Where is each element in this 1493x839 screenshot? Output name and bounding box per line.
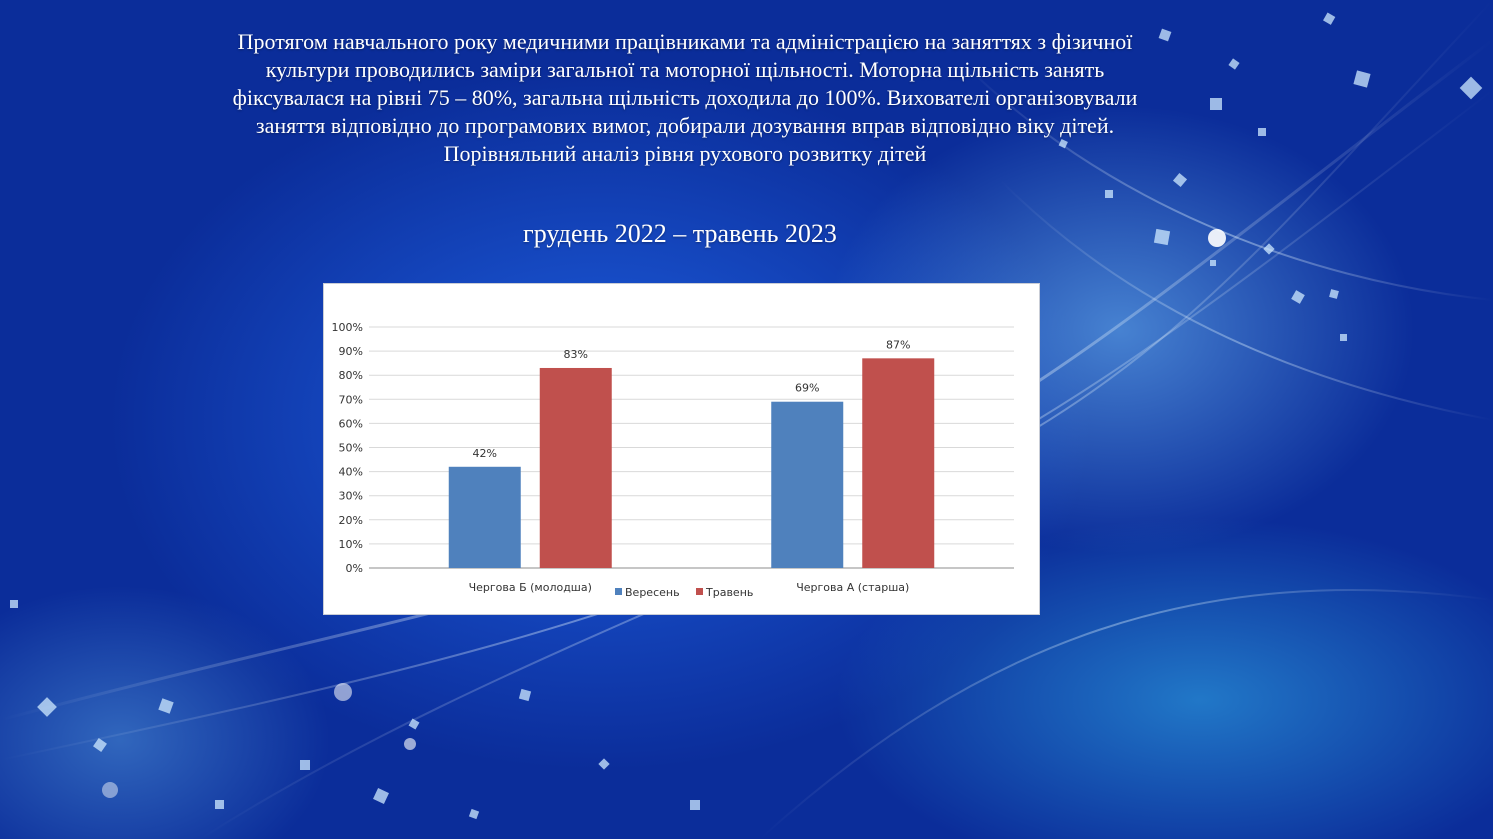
x-category-label: Чергова Б (молодша) bbox=[469, 581, 592, 594]
y-tick-label: 70% bbox=[339, 393, 363, 406]
legend-swatch bbox=[615, 588, 622, 595]
intro-line: фіксувалася на рівні 75 – 80%, загальна … bbox=[232, 85, 1138, 110]
y-tick-label: 20% bbox=[339, 514, 363, 527]
bar bbox=[862, 358, 935, 568]
intro-line: Протягом навчального року медичними прац… bbox=[237, 29, 1133, 54]
y-tick-label: 40% bbox=[339, 466, 363, 479]
data-label: 42% bbox=[473, 447, 497, 460]
y-tick-label: 60% bbox=[339, 417, 363, 430]
legend-swatch bbox=[696, 588, 703, 595]
period-heading: грудень 2022 – травень 2023 bbox=[523, 219, 837, 248]
data-label: 69% bbox=[795, 382, 819, 395]
intro-paragraph: Протягом навчального року медичними прац… bbox=[150, 28, 1220, 168]
y-tick-label: 30% bbox=[339, 490, 363, 503]
bar bbox=[771, 401, 844, 568]
bar-chart: 0% 10% 20% 30% 40% 50% 60% 70% 80% 90% 100% 42% 83% Ч… bbox=[332, 321, 1014, 599]
x-category-label: Чергова А (старша) bbox=[796, 581, 909, 594]
intro-line: Порівняльний аналіз рівня рухового розви… bbox=[443, 141, 927, 166]
bar bbox=[448, 466, 521, 568]
bar-chart-panel: 0% 10% 20% 30% 40% 50% 60% 70% 80% 90% 100% 42% 83% Ч… bbox=[323, 283, 1040, 615]
legend-label: Травень bbox=[705, 586, 753, 599]
y-tick-label: 10% bbox=[339, 538, 363, 551]
bar bbox=[539, 367, 612, 568]
data-label: 83% bbox=[564, 348, 588, 361]
y-tick-label: 0% bbox=[346, 562, 363, 575]
intro-line: заняття відповідно до програмових вимог,… bbox=[255, 113, 1115, 138]
legend-label: Вересень bbox=[625, 586, 680, 599]
data-label: 87% bbox=[886, 338, 910, 351]
y-tick-label: 90% bbox=[339, 345, 363, 358]
y-tick-label: 100% bbox=[332, 321, 363, 334]
y-tick-label: 50% bbox=[339, 442, 363, 455]
intro-line: культури проводились заміри загальної та… bbox=[265, 57, 1105, 82]
y-tick-label: 80% bbox=[339, 369, 363, 382]
